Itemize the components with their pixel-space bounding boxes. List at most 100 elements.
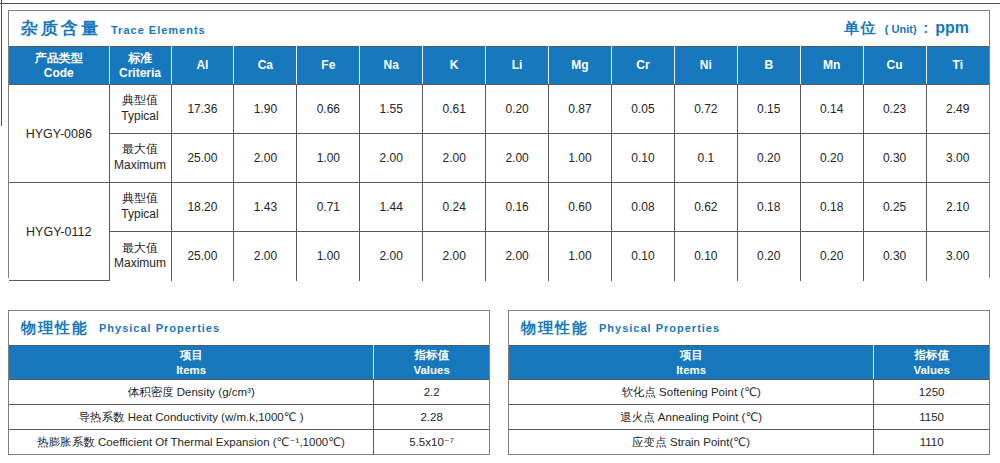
column-header-items-zh: 项目	[509, 348, 873, 363]
trace-value-cell: 1.44	[360, 183, 423, 232]
trace-value-cell: 0.24	[423, 183, 486, 232]
column-header-element: Al	[171, 47, 234, 85]
criteria-zh: 最大值	[110, 241, 171, 257]
column-header-code-zh: 产品类型	[9, 51, 109, 66]
physical-right-header-row: 项目 Items 指标值 Values	[509, 346, 989, 380]
column-header-items-en: Items	[9, 363, 373, 378]
column-header-items: 项目 Items	[509, 346, 874, 380]
physical-left-title-en: Physical Properties	[99, 322, 220, 334]
criteria-en: Maximum	[110, 256, 171, 272]
trace-value-cell: 0.20	[800, 232, 863, 281]
criteria-en: Maximum	[110, 158, 171, 174]
column-header-element: Mg	[549, 47, 612, 85]
column-header-values-en: Values	[374, 363, 489, 378]
physical-left-header-row: 项目 Items 指标值 Values	[9, 346, 489, 380]
trace-value-cell: 0.18	[737, 183, 800, 232]
trace-value-cell: 0.05	[611, 85, 674, 134]
column-header-element: Mn	[800, 47, 863, 85]
trace-elements-titlebar: 杂质含量 Trace Elements 单位 ( Unit) : ppm	[9, 11, 989, 46]
trace-value-cell: 2.00	[423, 232, 486, 281]
trace-value-cell: 0.10	[611, 232, 674, 281]
trace-value-cell: 0.87	[549, 85, 612, 134]
trace-value-cell: 1.55	[360, 85, 423, 134]
trace-data-row: 最大值Maximum25.002.001.002.002.002.001.000…	[9, 134, 989, 183]
column-header-values: 指标值 Values	[874, 346, 989, 380]
trace-value-cell: 1.00	[297, 232, 360, 281]
trace-value-cell: 0.20	[737, 232, 800, 281]
property-value-cell: 1250	[874, 380, 989, 405]
criteria-en: Typical	[110, 109, 171, 125]
property-row: 软化点 Softening Point (℃)1250	[509, 380, 989, 405]
criteria-cell: 典型值Typical	[109, 183, 171, 232]
physical-properties-panel-right: 物理性能 Physical Properties 项目 Items 指标值 Va…	[508, 310, 990, 455]
property-row: 导热系数 Heat Conductivity (w/m.k,1000℃ )2.2…	[9, 405, 489, 430]
unit-label-zh: 单位	[844, 19, 878, 38]
trace-data-row: HYGY-0086典型值Typical17.361.900.661.550.61…	[9, 85, 989, 134]
property-value-cell: 1150	[874, 405, 989, 430]
column-header-items-en: Items	[509, 363, 873, 378]
trace-elements-table: 产品类型 Code 标准 Criteria AlCaFeNaKLiMgCrNiB…	[9, 46, 989, 281]
trace-data-row: HYGY-0112典型值Typical18.201.430.711.440.24…	[9, 183, 989, 232]
trace-value-cell: 1.00	[297, 134, 360, 183]
trace-value-cell: 0.23	[863, 85, 926, 134]
property-item-cell: 应变点 Strain Point(℃)	[509, 430, 874, 455]
column-header-values: 指标值 Values	[374, 346, 489, 380]
trace-value-cell: 3.00	[926, 134, 989, 183]
column-header-element: Li	[486, 47, 549, 85]
product-code-cell: HYGY-0086	[9, 85, 109, 183]
trace-value-cell: 2.00	[486, 232, 549, 281]
trace-value-cell: 1.43	[234, 183, 297, 232]
trace-value-cell: 0.16	[486, 183, 549, 232]
physical-properties-table-left: 项目 Items 指标值 Values 体积密度 Density (g/cm³)…	[9, 345, 489, 455]
criteria-cell: 典型值Typical	[109, 85, 171, 134]
criteria-zh: 典型值	[110, 191, 171, 207]
trace-data-row: 最大值Maximum25.002.001.002.002.002.001.000…	[9, 232, 989, 281]
trace-value-cell: 2.10	[926, 183, 989, 232]
trace-value-cell: 2.49	[926, 85, 989, 134]
column-header-values-en: Values	[874, 363, 989, 378]
trace-value-cell: 1.00	[549, 134, 612, 183]
trace-elements-panel: 杂质含量 Trace Elements 单位 ( Unit) : ppm 产品类…	[8, 10, 990, 278]
physical-right-title-zh: 物理性能	[521, 319, 589, 338]
trace-value-cell: 2.00	[234, 134, 297, 183]
trace-value-cell: 0.72	[674, 85, 737, 134]
physical-left-title-zh: 物理性能	[21, 319, 89, 338]
column-header-element: B	[737, 47, 800, 85]
property-item-cell: 软化点 Softening Point (℃)	[509, 380, 874, 405]
column-header-items: 项目 Items	[9, 346, 374, 380]
trace-value-cell: 2.00	[423, 134, 486, 183]
trace-value-cell: 3.00	[926, 232, 989, 281]
trace-value-cell: 0.30	[863, 232, 926, 281]
property-value-cell: 1110	[874, 430, 989, 455]
trace-value-cell: 0.61	[423, 85, 486, 134]
unit-value: ppm	[935, 19, 969, 37]
criteria-zh: 最大值	[110, 142, 171, 158]
column-header-values-zh: 指标值	[874, 348, 989, 363]
unit-label-paren: ( Unit)	[885, 23, 917, 35]
trace-value-cell: 2.00	[360, 232, 423, 281]
column-header-element: Ni	[674, 47, 737, 85]
property-item-cell: 热膨胀系数 Coefficient Of Thermal Expansion (…	[9, 430, 374, 455]
trace-value-cell: 1.00	[549, 232, 612, 281]
physical-properties-panel-left: 物理性能 Physical Properties 项目 Items 指标值 Va…	[8, 310, 490, 455]
column-header-element: Na	[360, 47, 423, 85]
column-header-element: Fe	[297, 47, 360, 85]
property-item-cell: 体积密度 Density (g/cm³)	[9, 380, 374, 405]
property-row: 应变点 Strain Point(℃)1110	[509, 430, 989, 455]
trace-value-cell: 25.00	[171, 134, 234, 183]
trace-value-cell: 0.1	[674, 134, 737, 183]
property-row: 热膨胀系数 Coefficient Of Thermal Expansion (…	[9, 430, 489, 455]
trace-value-cell: 0.14	[800, 85, 863, 134]
column-header-code: 产品类型 Code	[9, 47, 109, 85]
trace-header-row: 产品类型 Code 标准 Criteria AlCaFeNaKLiMgCrNiB…	[9, 47, 989, 85]
criteria-zh: 典型值	[110, 93, 171, 109]
trace-value-cell: 0.08	[611, 183, 674, 232]
trace-value-cell: 2.00	[360, 134, 423, 183]
trace-value-cell: 18.20	[171, 183, 234, 232]
trace-value-cell: 25.00	[171, 232, 234, 281]
trace-value-cell: 0.60	[549, 183, 612, 232]
trace-value-cell: 0.10	[674, 232, 737, 281]
column-header-element: K	[423, 47, 486, 85]
trace-value-cell: 0.20	[800, 134, 863, 183]
trace-value-cell: 0.25	[863, 183, 926, 232]
